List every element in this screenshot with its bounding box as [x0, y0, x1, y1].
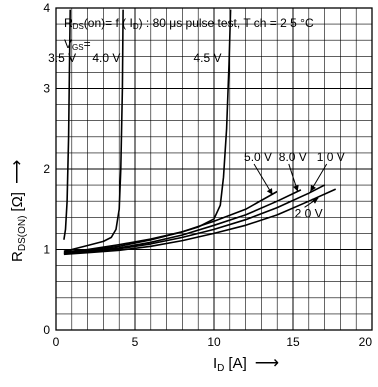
x-axis-label: ID [A] ⟶	[213, 353, 279, 374]
annotation-arrowhead	[310, 184, 316, 192]
annotation-arrowhead	[293, 184, 299, 192]
vgs-label: VGS=	[64, 37, 91, 52]
series-label: 8.0 V	[279, 150, 307, 164]
series-line-3_5v	[63, 9, 71, 240]
y-tick-label: 0	[43, 323, 50, 337]
chart-title: RDS(on)= f ( ID) : 80 μs pulse test, T c…	[64, 16, 314, 31]
x-tick-label: 0	[53, 335, 60, 349]
x-tick-labels: 0 5 10 15 20	[53, 335, 373, 349]
series-line-10v	[63, 184, 325, 255]
series-label: 3.5 V	[48, 51, 76, 65]
series-line-20v	[63, 188, 337, 256]
y-tick-label: 4	[43, 1, 50, 15]
y-axis-label: RDS(ON)[Ω]⟶	[7, 160, 28, 262]
series-label: 2 0 V	[295, 206, 323, 220]
series-label: 1 0 V	[317, 150, 345, 164]
annotation-arrowhead	[311, 198, 319, 204]
series-group	[63, 9, 337, 256]
x-tick-label: 10	[207, 335, 221, 349]
x-tick-label: 15	[286, 335, 300, 349]
annotation-arrowhead	[266, 188, 273, 195]
series-line-4_5v	[63, 9, 232, 253]
series-label: 4.5 V	[193, 51, 221, 65]
series-label: 5.0 V	[244, 150, 272, 164]
plot-frame	[55, 7, 373, 331]
y-tick-label: 1	[43, 243, 50, 257]
series-annotations: 3.5 V 4.0 V 4.5 V 5.0 V 8.0 V 1 0 V 2 0 V	[48, 51, 345, 220]
annotation-leader-line	[253, 163, 273, 196]
x-tick-label: 20	[359, 335, 373, 349]
series-line-5_0v	[63, 190, 278, 254]
y-tick-labels: 0 1 2 3 4	[43, 1, 50, 337]
y-tick-label: 2	[43, 162, 50, 176]
x-tick-label: 5	[132, 335, 139, 349]
y-tick-label: 3	[43, 82, 50, 96]
series-label: 4.0 V	[92, 51, 120, 65]
series-line-4_0v	[63, 9, 124, 252]
